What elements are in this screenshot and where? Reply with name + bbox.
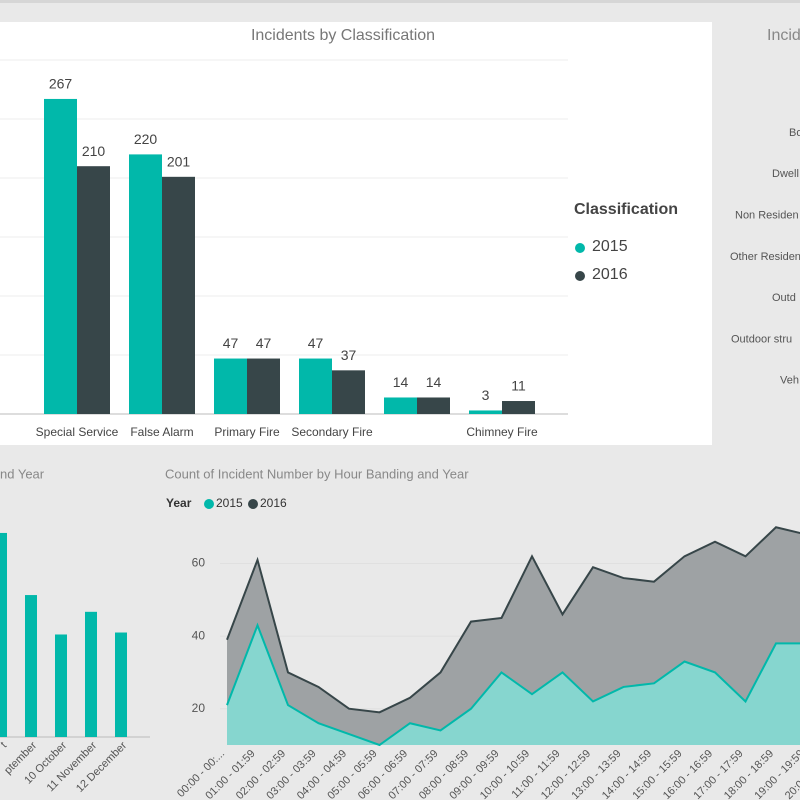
bar: [85, 611, 97, 737]
legend-label: 2016: [260, 496, 287, 510]
area-line: [226, 526, 800, 714]
bar: [129, 154, 162, 414]
chart-title: Count of Incident Number by Hour Banding…: [165, 466, 469, 481]
legend-marker: [248, 499, 258, 509]
y-tick-label: Outd: [772, 292, 796, 304]
area-line: [226, 622, 800, 747]
data-label: 14: [426, 374, 442, 390]
y-tick-label: 60: [192, 556, 206, 570]
y-tick-label: Non Residen: [735, 210, 799, 222]
legend-label: 2016: [592, 266, 628, 283]
y-tick-label: Outdoor stru: [731, 333, 792, 345]
bar: [162, 176, 195, 414]
x-tick-label: Secondary Fire: [291, 425, 373, 439]
x-tick-label: Chimney Fire: [466, 425, 538, 439]
bar: [469, 410, 502, 414]
data-label: 220: [134, 131, 158, 147]
bar: [44, 98, 77, 414]
data-label: 47: [256, 335, 272, 351]
bar: [384, 397, 417, 414]
bar: [299, 358, 332, 414]
y-tick-label: Bo: [789, 127, 800, 139]
area-fill: [227, 625, 800, 745]
bar: [247, 358, 280, 414]
legend-marker: [575, 243, 585, 253]
x-tick-label: Special Service: [36, 425, 119, 439]
y-tick-label: 20: [192, 701, 206, 715]
bar: [214, 358, 247, 414]
data-label: 201: [167, 154, 191, 170]
legend-title: Classification: [574, 201, 678, 218]
y-tick-label: 40: [192, 628, 206, 642]
bar: [0, 532, 7, 737]
data-label: 11: [511, 378, 526, 394]
bar: [417, 397, 450, 414]
legend-label: 2015: [216, 496, 243, 510]
bar: [332, 370, 365, 414]
data-label: 37: [341, 347, 357, 363]
bar: [77, 166, 110, 414]
legend-title: Year: [166, 496, 192, 510]
bar: [502, 401, 535, 414]
legend-marker: [204, 499, 214, 509]
x-tick-label: t: [0, 740, 9, 751]
y-tick-label: Dwell: [772, 168, 799, 180]
chart-title: Incidents by Classification: [251, 27, 435, 44]
bar: [25, 595, 37, 737]
bar: [55, 634, 67, 737]
chart-title: Incid: [767, 27, 800, 44]
x-tick-label: Primary Fire: [214, 425, 280, 439]
legend-marker: [575, 271, 585, 281]
data-label: 47: [223, 335, 239, 351]
top-strip: [0, 0, 800, 3]
data-label: 210: [82, 143, 106, 159]
x-tick-label: False Alarm: [130, 425, 193, 439]
y-tick-label: Other Residen: [730, 251, 800, 263]
bar: [115, 632, 127, 737]
data-label: 3: [482, 387, 490, 403]
data-label: 47: [308, 335, 324, 351]
chart-title: nd Year: [0, 466, 45, 481]
legend-label: 2015: [592, 238, 628, 255]
data-label: 267: [49, 76, 73, 92]
data-label: 14: [393, 374, 409, 390]
y-tick-label: Veh: [780, 375, 799, 387]
